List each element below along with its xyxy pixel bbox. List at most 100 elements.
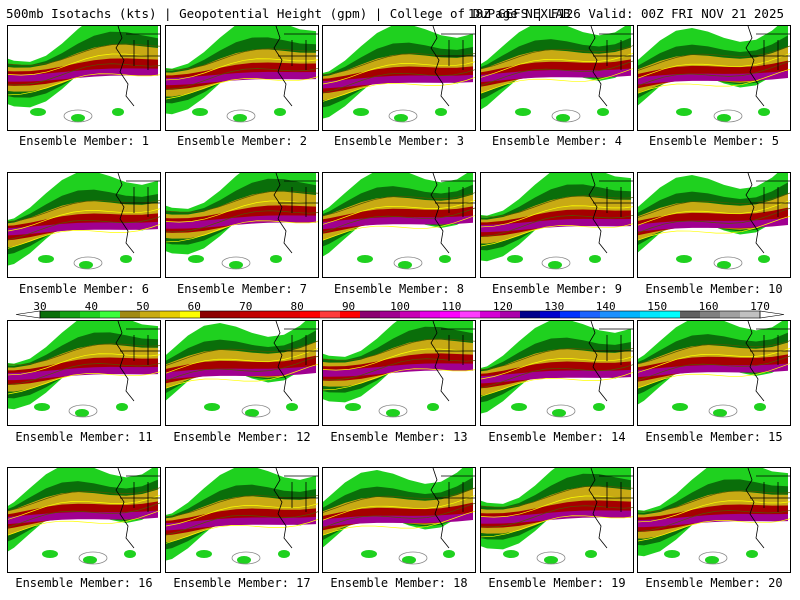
height-contour [166, 210, 318, 233]
height-contour [166, 58, 318, 81]
height-contour [481, 195, 633, 218]
ensemble-map [323, 468, 475, 565]
isotach-blob [233, 114, 247, 122]
height-contour [8, 510, 160, 536]
ensemble-member-panel [480, 320, 634, 426]
gray-contour [551, 109, 581, 123]
height-contour [638, 53, 790, 79]
height-contour [323, 69, 475, 94]
ensemble-member-label: Ensemble Member: 10 [645, 282, 783, 296]
height-contour [323, 495, 475, 521]
isotach-blob [515, 108, 531, 116]
colorbar-swatch [600, 311, 621, 318]
ensemble-member-panel [637, 172, 791, 278]
ensemble-member-label: Ensemble Member: 9 [491, 282, 623, 296]
ensemble-member-panel [322, 25, 476, 131]
coastline-border [115, 468, 160, 549]
height-contour [8, 343, 160, 366]
colorbar-tick-label: 30 [33, 300, 47, 313]
ensemble-map [8, 321, 160, 418]
isotach-band [638, 363, 788, 378]
isotach-blob [511, 403, 527, 411]
ensemble-map [8, 26, 160, 123]
isotach-band [481, 68, 631, 83]
colorbar-swatch [380, 311, 401, 318]
height-contour [638, 207, 790, 234]
ensemble-map [638, 173, 790, 270]
isotach-blob [705, 556, 719, 564]
height-contour [8, 43, 160, 66]
isotach-band [323, 215, 473, 230]
colorbar-swatch [720, 311, 741, 318]
height-contour [481, 495, 633, 518]
colorbar-swatch [320, 311, 341, 318]
height-contour [481, 223, 633, 247]
ensemble-member-label: Ensemble Member: 8 [333, 282, 465, 296]
colorbar-swatch [40, 311, 61, 318]
height-contour [166, 511, 318, 536]
isotach-blob [353, 108, 369, 116]
isotach-blob [402, 556, 416, 564]
isotach-blob [188, 255, 204, 263]
height-contour [638, 348, 790, 373]
ensemble-member-label: Ensemble Member: 6 [18, 282, 150, 296]
isotach-blob [717, 114, 731, 122]
height-contour [481, 68, 633, 94]
isotach-blob [717, 261, 731, 269]
gray-contour [713, 109, 743, 123]
isotach-blob [548, 261, 562, 269]
coastline-border [115, 26, 160, 107]
ensemble-map [638, 26, 790, 123]
colorbar-swatch [240, 311, 261, 318]
isotach-blob [386, 409, 400, 417]
isotach-blob [274, 108, 286, 116]
isotach-blob [556, 114, 570, 122]
isotach-blob [357, 255, 373, 263]
colorbar-swatch [640, 311, 661, 318]
isotach-blob [758, 255, 770, 263]
ensemble-member-panel [165, 320, 319, 426]
isotach-blob [427, 403, 439, 411]
coastline-border [430, 26, 475, 107]
coastline-border [588, 468, 633, 549]
isotach-blob [544, 556, 558, 564]
isotach-colorbar: 30 40 50 60 70 80 90 100 110 120 130 140 150 160 170 [10, 300, 790, 322]
ensemble-member-panel [7, 25, 161, 131]
gray-contour [536, 551, 566, 565]
isotach-band [481, 369, 631, 384]
isotach-band [166, 516, 316, 531]
height-contour [8, 53, 160, 76]
height-contour [638, 215, 790, 241]
height-contour [166, 76, 318, 100]
isotach-blob [83, 556, 97, 564]
isotach-blob [672, 403, 688, 411]
isotach-blob [192, 108, 208, 116]
colorbar-tick-label: 50 [136, 300, 150, 313]
ensemble-member-panel [637, 467, 791, 573]
colorbar-swatch [400, 311, 421, 318]
isotach-blob [345, 403, 361, 411]
ensemble-map [8, 468, 160, 565]
coastline-border [430, 321, 475, 402]
ensemble-member-label: Ensemble Member: 13 [330, 430, 468, 444]
ensemble-member-panel [480, 467, 634, 573]
header-product-title: 500mb Isotachs (kts) | Geopotential Heig… [6, 6, 571, 21]
height-contour [638, 500, 790, 523]
isotach-blob [75, 409, 89, 417]
ensemble-map [481, 468, 633, 565]
coastline-border [273, 173, 318, 254]
ensemble-member-label: Ensemble Member: 14 [488, 430, 626, 444]
colorbar-swatch [540, 311, 561, 318]
height-contour [481, 356, 633, 380]
ensemble-map [638, 321, 790, 418]
colorbar-swatch [360, 311, 381, 318]
coastline-border [115, 173, 160, 254]
height-contour [481, 515, 633, 538]
colorbar-swatch [280, 311, 301, 318]
ensemble-member-label: Ensemble Member: 1 [18, 134, 150, 148]
isotach-blob [237, 556, 251, 564]
ensemble-member-panel [637, 320, 791, 426]
gray-contour [713, 256, 743, 270]
height-contour [323, 61, 475, 85]
coastline-border [115, 321, 160, 402]
